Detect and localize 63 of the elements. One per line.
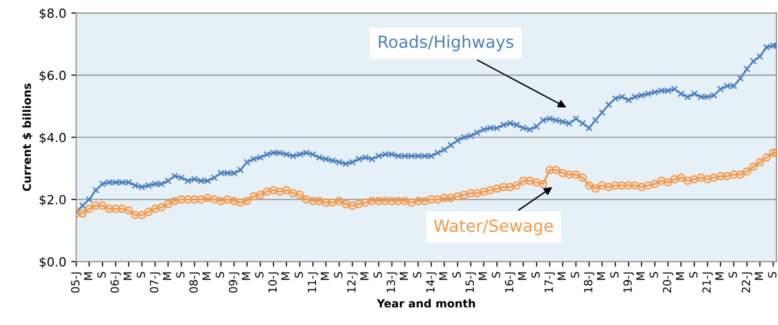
x-tick-label: M <box>163 272 172 280</box>
x-tick-label: 14-J <box>426 272 437 292</box>
text: Roads/Highways <box>378 35 514 52</box>
x-tick-label: S <box>650 272 658 278</box>
x-tick-label: M <box>754 272 763 280</box>
x-tick-label: M <box>558 272 566 280</box>
x-tick-label: M <box>242 272 250 280</box>
x-tick-label: 16-J <box>504 272 516 292</box>
x-tick-label: S <box>374 272 382 278</box>
x-tick-label: M <box>124 272 132 280</box>
x-tick-label: 11-J <box>308 272 318 292</box>
x-tick-label: M <box>320 272 329 280</box>
x-tick-label: S <box>689 272 698 278</box>
x-tick-label: S <box>570 272 580 278</box>
x-tick-label: S <box>97 272 106 278</box>
x-tick-label: M <box>360 272 368 280</box>
x-tick-label: S <box>255 272 264 278</box>
x-tick-label: M <box>597 272 606 280</box>
x-tick-label: M <box>202 272 211 280</box>
x-tick-label: 05-J <box>71 272 82 293</box>
x-axis-title: Year and month <box>376 298 475 308</box>
x-tick-label: S <box>294 272 303 278</box>
y-tick-label: $8.0 <box>40 8 66 20</box>
x-tick-label: 10-J <box>268 272 279 292</box>
y-tick-label: $4.0 <box>40 132 66 144</box>
x-tick-label: 22-J <box>742 272 752 293</box>
x-tick-label: M <box>676 272 684 280</box>
x-tick-label: S <box>334 272 342 278</box>
x-tick-label: M <box>400 272 408 280</box>
x-tick-label: 21-J <box>702 272 713 293</box>
series-label: Water/Sewage <box>434 219 553 236</box>
x-tick-label: 15-J <box>466 272 476 292</box>
x-tick-label: M <box>439 272 448 280</box>
x-tick-label: 07-J <box>150 272 160 293</box>
x-tick-label: S <box>768 272 776 278</box>
y-tick-label: $6.0 <box>40 70 66 82</box>
x-tick-label: S <box>136 272 146 278</box>
x-tick-label: S <box>176 272 185 278</box>
y-tick-label: $2.0 <box>40 194 66 206</box>
x-tick-label: M <box>636 272 645 280</box>
x-tick-label: M <box>715 272 724 280</box>
x-tick-label: S <box>216 272 224 278</box>
x-tick-label: M <box>478 272 487 280</box>
x-tick-label: 18-J <box>584 272 594 292</box>
x-tick-label: 20-J <box>662 272 674 293</box>
x-tick-label: M <box>281 272 290 280</box>
y-axis-title: Current $ billions <box>22 84 32 192</box>
x-tick-label: 17-J <box>544 272 555 292</box>
x-tick-label: 08-J <box>189 272 200 293</box>
x-tick-label: 13-J <box>386 272 398 292</box>
x-tick-label: S <box>610 272 619 278</box>
x-tick-label: M <box>84 272 92 280</box>
x-tick-label: 19-J <box>623 272 634 292</box>
y-tick-label: $0.0 <box>40 256 66 268</box>
x-tick-label: S <box>531 272 540 278</box>
x-tick-label: 12-J <box>347 272 358 292</box>
x-tick-label: M <box>518 272 526 280</box>
x-tick-label: 06-J <box>110 272 121 293</box>
x-tick-label: S <box>452 272 461 278</box>
x-tick-label: S <box>412 272 422 278</box>
x-tick-label: S <box>492 272 500 278</box>
x-tick-label: S <box>728 272 737 278</box>
x-tick-label: 09-J <box>228 272 240 293</box>
